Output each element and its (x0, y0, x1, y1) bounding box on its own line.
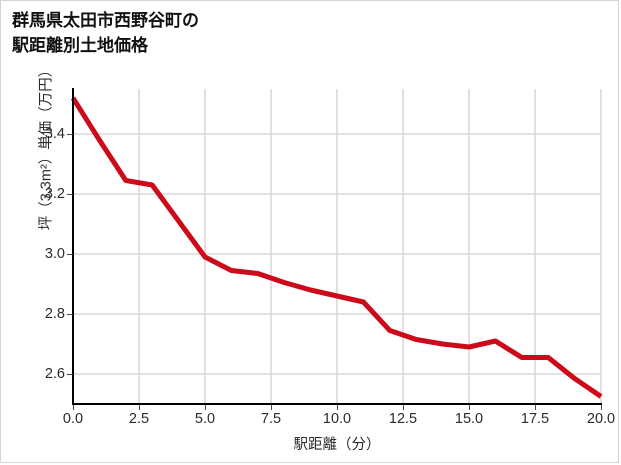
x-tick-mark (271, 405, 272, 410)
y-axis-label: 坪（3.3m²）単価（万円） (38, 62, 55, 231)
x-tick-label: 15.0 (454, 411, 484, 427)
plot-area (70, 89, 603, 404)
x-tick-mark (205, 405, 206, 410)
x-tick-label: 7.5 (260, 411, 282, 427)
x-tick-mark (73, 405, 74, 410)
x-tick-label: 17.5 (520, 411, 550, 427)
x-tick-mark (139, 405, 140, 410)
x-tick-mark (469, 405, 470, 410)
x-tick-mark (601, 405, 602, 410)
x-tick-label: 10.0 (322, 411, 352, 427)
y-tick-label: 2.8 (44, 306, 65, 322)
y-tick-label: 3.2 (44, 186, 65, 202)
y-tick-label: 2.6 (44, 366, 65, 382)
y-tick-mark (67, 134, 73, 135)
x-tick-mark (403, 405, 404, 410)
x-tick-mark (535, 405, 536, 410)
y-tick-label: 3.4 (44, 126, 65, 142)
chart-line-series (70, 96, 603, 399)
x-tick-label: 0.0 (62, 411, 84, 427)
x-tick-label: 12.5 (388, 411, 418, 427)
y-tick-mark (67, 194, 73, 195)
y-tick-mark (67, 254, 73, 255)
data-line (70, 96, 603, 399)
y-tick-label: 3.0 (44, 246, 65, 262)
x-tick-label: 5.0 (194, 411, 216, 427)
y-tick-mark (67, 314, 73, 315)
y-tick-mark (67, 374, 73, 375)
chart-title: 群馬県太田市西野谷町の 駅距離別土地価格 (12, 11, 199, 55)
x-axis-spine (72, 403, 602, 405)
x-axis-label: 駅距離（分） (293, 437, 381, 453)
y-axis-spine (72, 88, 74, 405)
x-tick-label: 20.0 (586, 411, 616, 427)
x-tick-label: 2.5 (128, 411, 150, 427)
x-tick-mark (337, 405, 338, 410)
